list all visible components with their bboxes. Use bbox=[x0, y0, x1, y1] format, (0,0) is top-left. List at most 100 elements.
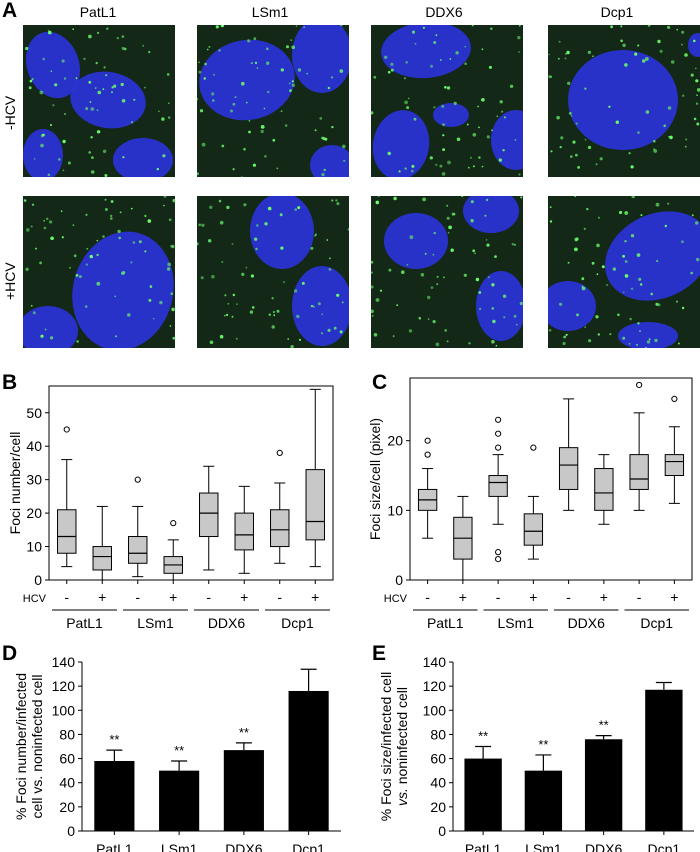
category-label: PatL1 bbox=[465, 841, 502, 852]
foci-dot bbox=[557, 57, 560, 60]
foci-dot bbox=[653, 139, 656, 143]
foci-dot bbox=[95, 61, 98, 65]
foci-dot bbox=[422, 26, 425, 29]
foci-dot bbox=[485, 198, 489, 202]
foci-dot bbox=[644, 346, 647, 348]
foci-dot bbox=[695, 79, 699, 83]
y-tick-label: 40 bbox=[430, 775, 446, 791]
chart-d: 0 20 40 60 80 100 120 140 % Foci number/infected… bbox=[13, 654, 341, 852]
foci-dot bbox=[251, 306, 255, 309]
foci-dot bbox=[96, 130, 101, 134]
foci-dot bbox=[287, 338, 290, 340]
foci-dot bbox=[469, 156, 472, 159]
y-tick-label: 60 bbox=[59, 751, 75, 767]
foci-dot bbox=[455, 51, 459, 55]
foci-dot bbox=[63, 77, 67, 80]
foci-dot bbox=[637, 322, 640, 325]
foci-dot bbox=[170, 292, 174, 295]
foci-dot bbox=[444, 329, 448, 332]
foci-dot bbox=[256, 67, 259, 69]
foci-dot bbox=[60, 210, 63, 212]
plot-frame bbox=[409, 377, 693, 581]
foci-dot bbox=[404, 100, 408, 105]
foci-dot bbox=[96, 239, 99, 242]
foci-dot bbox=[198, 223, 201, 227]
foci-dot bbox=[209, 205, 213, 209]
foci-dot bbox=[638, 277, 642, 281]
outlier-point bbox=[134, 476, 141, 483]
box-iqr bbox=[488, 475, 508, 497]
foci-dot bbox=[90, 107, 95, 111]
foci-dot bbox=[574, 247, 578, 252]
panel-letter-c: C bbox=[372, 371, 388, 394]
y-tick-label: 100 bbox=[52, 702, 76, 718]
foci-dot bbox=[624, 274, 629, 278]
foci-dot bbox=[502, 149, 505, 152]
foci-dot bbox=[276, 309, 280, 313]
y-axis-label: % Foci number/infectedcell vs. noninfect… bbox=[13, 673, 45, 820]
bar bbox=[464, 758, 502, 831]
foci-dot bbox=[371, 309, 374, 314]
foci-dot bbox=[260, 125, 265, 129]
foci-dot bbox=[47, 173, 51, 177]
foci-dot bbox=[388, 268, 392, 272]
foci-dot bbox=[586, 207, 589, 211]
foci-dot bbox=[446, 86, 451, 90]
foci-dot bbox=[646, 340, 651, 344]
foci-dot bbox=[335, 199, 338, 202]
plot-frame bbox=[48, 385, 334, 581]
y-tick-label: 40 bbox=[26, 438, 42, 454]
foci-dot bbox=[584, 138, 587, 141]
foci-dot bbox=[310, 304, 314, 308]
foci-dot bbox=[197, 172, 200, 176]
foci-dot bbox=[681, 30, 685, 34]
foci-dot bbox=[171, 307, 175, 312]
col-label-dcp1: Dcp1 bbox=[600, 4, 634, 20]
significance-label: ** bbox=[478, 729, 488, 744]
foci-dot bbox=[147, 219, 152, 223]
foci-dot bbox=[491, 340, 495, 344]
foci-dot bbox=[433, 41, 437, 44]
nucleus bbox=[384, 213, 448, 269]
foci-dot bbox=[549, 206, 552, 208]
foci-dot bbox=[470, 200, 474, 204]
nucleus bbox=[476, 271, 523, 341]
foci-dot bbox=[68, 266, 72, 269]
box-iqr bbox=[594, 468, 614, 511]
category-label: Dcp1 bbox=[292, 841, 325, 852]
foci-dot bbox=[226, 313, 229, 316]
hcv-sign-label: - bbox=[425, 589, 430, 605]
foci-dot bbox=[323, 168, 326, 172]
foci-dot bbox=[39, 261, 42, 265]
foci-dot bbox=[645, 110, 650, 114]
foci-dot bbox=[592, 55, 594, 57]
foci-dot bbox=[636, 343, 639, 346]
outlier-point bbox=[424, 451, 431, 458]
foci-dot bbox=[163, 204, 165, 207]
foci-dot bbox=[236, 303, 238, 305]
foci-dot bbox=[328, 268, 332, 271]
nucleus bbox=[72, 231, 174, 348]
foci-dot bbox=[272, 310, 275, 314]
foci-dot bbox=[408, 329, 413, 333]
foci-dot bbox=[114, 295, 117, 298]
foci-dot bbox=[685, 138, 688, 141]
foci-dot bbox=[519, 301, 523, 306]
foci-dot bbox=[171, 244, 175, 249]
significance-label: ** bbox=[599, 718, 609, 733]
bar bbox=[159, 770, 200, 831]
outlier-point bbox=[495, 416, 502, 423]
bar bbox=[94, 760, 135, 831]
foci-dot bbox=[156, 167, 159, 171]
box-iqr bbox=[523, 513, 544, 546]
foci-dot bbox=[204, 62, 207, 66]
foci-dot bbox=[447, 160, 451, 165]
foci-dot bbox=[336, 293, 340, 297]
foci-dot bbox=[110, 217, 113, 220]
foci-dot bbox=[96, 109, 99, 112]
hcv-sign-label: + bbox=[600, 589, 608, 605]
y-tick-label: 10 bbox=[387, 502, 403, 518]
micrograph-image bbox=[23, 25, 175, 177]
foci-dot bbox=[439, 164, 443, 168]
category-label: DDX6 bbox=[225, 841, 263, 852]
